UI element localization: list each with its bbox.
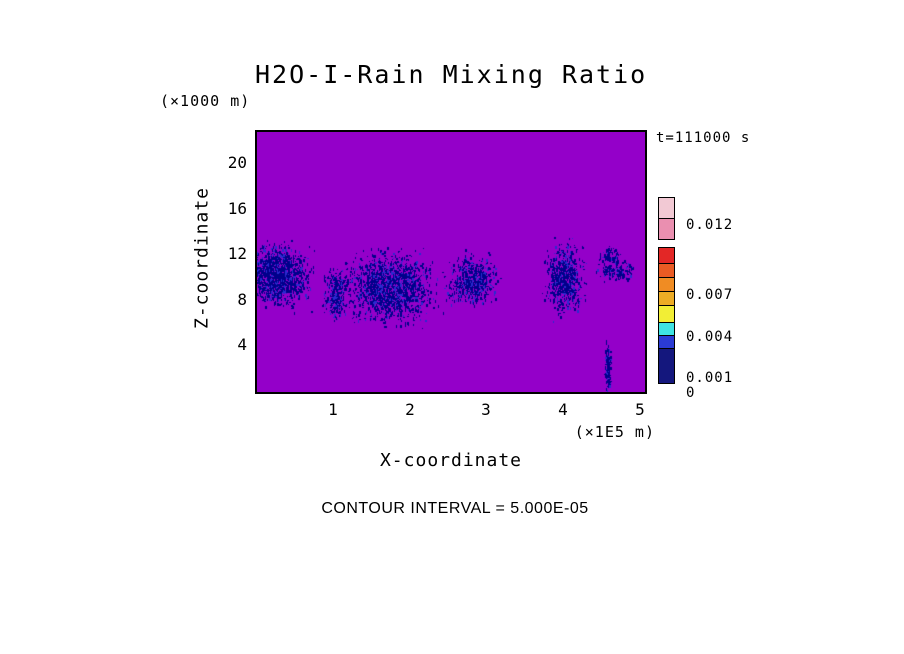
y-tick-label: 8 bbox=[237, 290, 247, 309]
colorbar-segment bbox=[658, 348, 675, 384]
x-axis-unit: (×1E5 m) bbox=[574, 423, 655, 441]
colorbar bbox=[658, 197, 675, 384]
contour-interval-note: CONTOUR INTERVAL = 5.000E-05 bbox=[321, 500, 589, 517]
colorbar-segment bbox=[658, 247, 675, 264]
colorbar-label: 0.012 bbox=[686, 217, 734, 233]
chart-title: H2O-I-Rain Mixing Ratio bbox=[255, 60, 648, 89]
colorbar-label: 0 bbox=[686, 385, 696, 401]
colorbar-segment bbox=[658, 322, 675, 336]
x-tick-label: 3 bbox=[481, 400, 491, 419]
colorbar-label: 0.004 bbox=[686, 329, 734, 345]
colorbar-segment bbox=[658, 277, 675, 292]
plot-area bbox=[255, 130, 647, 394]
y-tick-label: 4 bbox=[237, 335, 247, 354]
y-axis-unit: (×1000 m) bbox=[160, 92, 251, 110]
colorbar-segment bbox=[658, 218, 675, 240]
colorbar-segment bbox=[658, 263, 675, 278]
y-tick-label: 16 bbox=[227, 199, 247, 218]
colorbar-label: 0.007 bbox=[686, 287, 734, 303]
colorbar-segment bbox=[658, 197, 675, 219]
y-tick-label: 20 bbox=[227, 153, 247, 172]
mixing-ratio-field bbox=[257, 132, 645, 392]
colorbar-segment bbox=[658, 335, 675, 349]
colorbar-segment bbox=[658, 291, 675, 306]
x-tick-label: 5 bbox=[635, 400, 645, 419]
x-tick-label: 2 bbox=[405, 400, 415, 419]
x-axis-label: X-coordinate bbox=[379, 450, 523, 471]
y-tick-label: 12 bbox=[227, 244, 247, 263]
colorbar-label: 0.001 bbox=[686, 370, 734, 386]
colorbar-segment bbox=[658, 305, 675, 323]
time-annotation: t=111000 s bbox=[656, 130, 751, 146]
x-tick-label: 1 bbox=[328, 400, 338, 419]
x-tick-label: 4 bbox=[558, 400, 568, 419]
